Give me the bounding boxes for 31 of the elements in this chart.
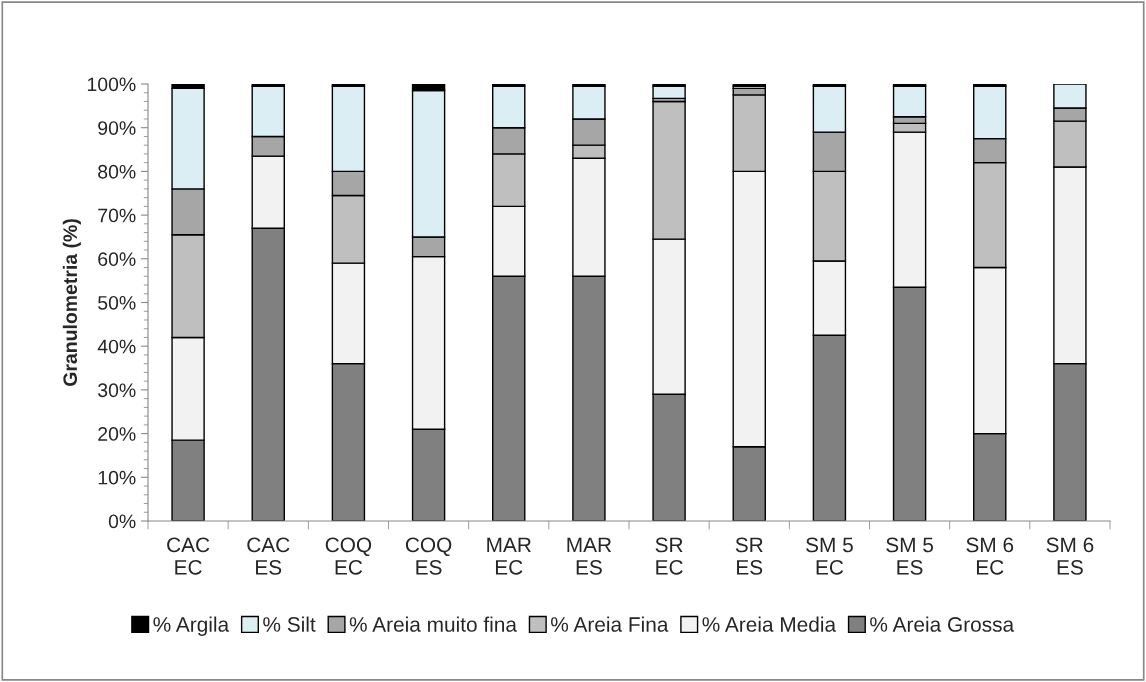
x-tick-label: MAR ES: [567, 537, 612, 575]
x-tick-label: SM 5 ES: [886, 537, 934, 575]
legend-label: % Silt: [263, 616, 316, 632]
legend-label: % Areia muito fina: [349, 616, 517, 632]
x-tick-label: SR ES: [735, 537, 763, 575]
legend-label: % Argila: [153, 616, 230, 636]
bar: [652, 85, 686, 100]
y-tick-label: 20%: [98, 427, 136, 441]
y-tick-label: 30%: [98, 383, 136, 398]
x-tick-label: SM 6 ES: [1046, 537, 1094, 575]
y-tick-label: 10%: [98, 470, 136, 485]
y-tick-label: 90%: [98, 121, 136, 135]
y-tick-label: 60%: [98, 252, 136, 267]
y-tick-label: 100%: [87, 77, 136, 92]
y-tick-label: 40%: [97, 339, 136, 354]
legend-label: % Areia Media: [702, 616, 837, 632]
x-tick-label: SM 6 EC: [966, 537, 1014, 575]
y-tick-label: 50%: [98, 295, 136, 310]
y-axis-title: Granulometria (%): [62, 219, 81, 386]
x-tick-label: MAR EC: [487, 537, 531, 575]
x-tick-label: SM 5 EC: [806, 537, 853, 575]
x-tick-label: CAC EC: [167, 537, 210, 575]
x-tick-label: SR EC: [655, 537, 683, 575]
legend-label: % Areia Grossa: [870, 616, 1015, 632]
x-tick-label: COQ EC: [325, 537, 372, 575]
x-tick-label: COQ ES: [405, 537, 452, 575]
y-tick-label: 80%: [98, 164, 136, 179]
y-tick-label: 70%: [98, 208, 136, 223]
y-tick-label: 0%: [108, 514, 136, 529]
legend-label: % Areia Fina: [551, 616, 669, 632]
x-tick-label: CAC ES: [247, 537, 290, 575]
